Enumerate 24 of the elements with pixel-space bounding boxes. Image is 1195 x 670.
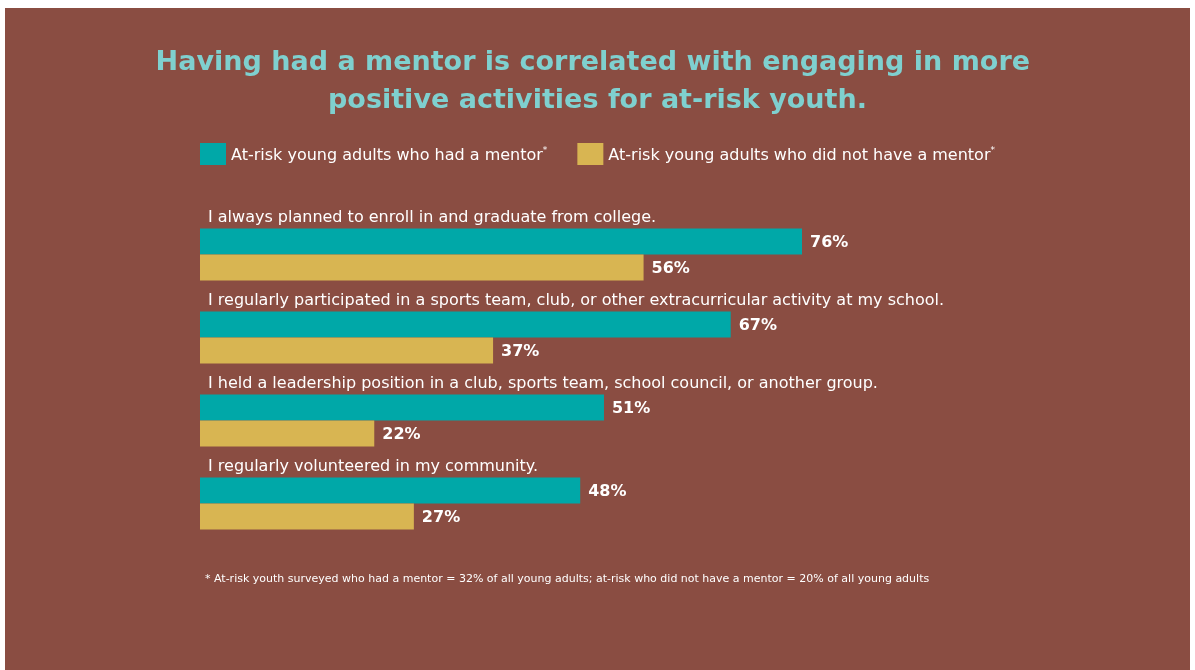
data-label: 56% [651, 258, 690, 277]
text: * At-risk youth surveyed who had a mentor = 32% of all young adults; at-risk who did not have a mentor = 20% of all young adults [205, 572, 930, 585]
bar [200, 503, 414, 530]
legend-label: At-risk young adults who did not have a mentor* [608, 144, 996, 164]
data-label: 51% [611, 398, 651, 417]
y-tick-label: I regularly participated in a sports team, club, or other extracurricular activity at my school. [208, 290, 945, 309]
legend-label: At-risk young adults who had a mentor* [231, 144, 548, 164]
bar [200, 477, 581, 504]
data-label: 67% [738, 315, 778, 334]
bar [200, 420, 375, 447]
bar [200, 228, 802, 255]
data-label: 27% [421, 507, 461, 526]
data-label: 37% [501, 341, 540, 360]
data-label: 76% [810, 232, 849, 251]
y-tick-label: I held a leadership position in a club, sports team, school council, or another group. [208, 373, 878, 392]
bar [200, 311, 731, 338]
data-label: 22% [382, 424, 421, 443]
bar [200, 394, 604, 421]
y-tick-label: I always planned to enroll in and graduate from college. [208, 207, 657, 226]
bar [200, 254, 644, 281]
data-label: 48% [588, 481, 627, 500]
bar [200, 337, 494, 364]
y-tick-label: I regularly volunteered in my community. [208, 456, 539, 475]
chart-title: Having had a mentor is correlated with engaging in more positive activities for at-risk youth. [155, 44, 1040, 114]
